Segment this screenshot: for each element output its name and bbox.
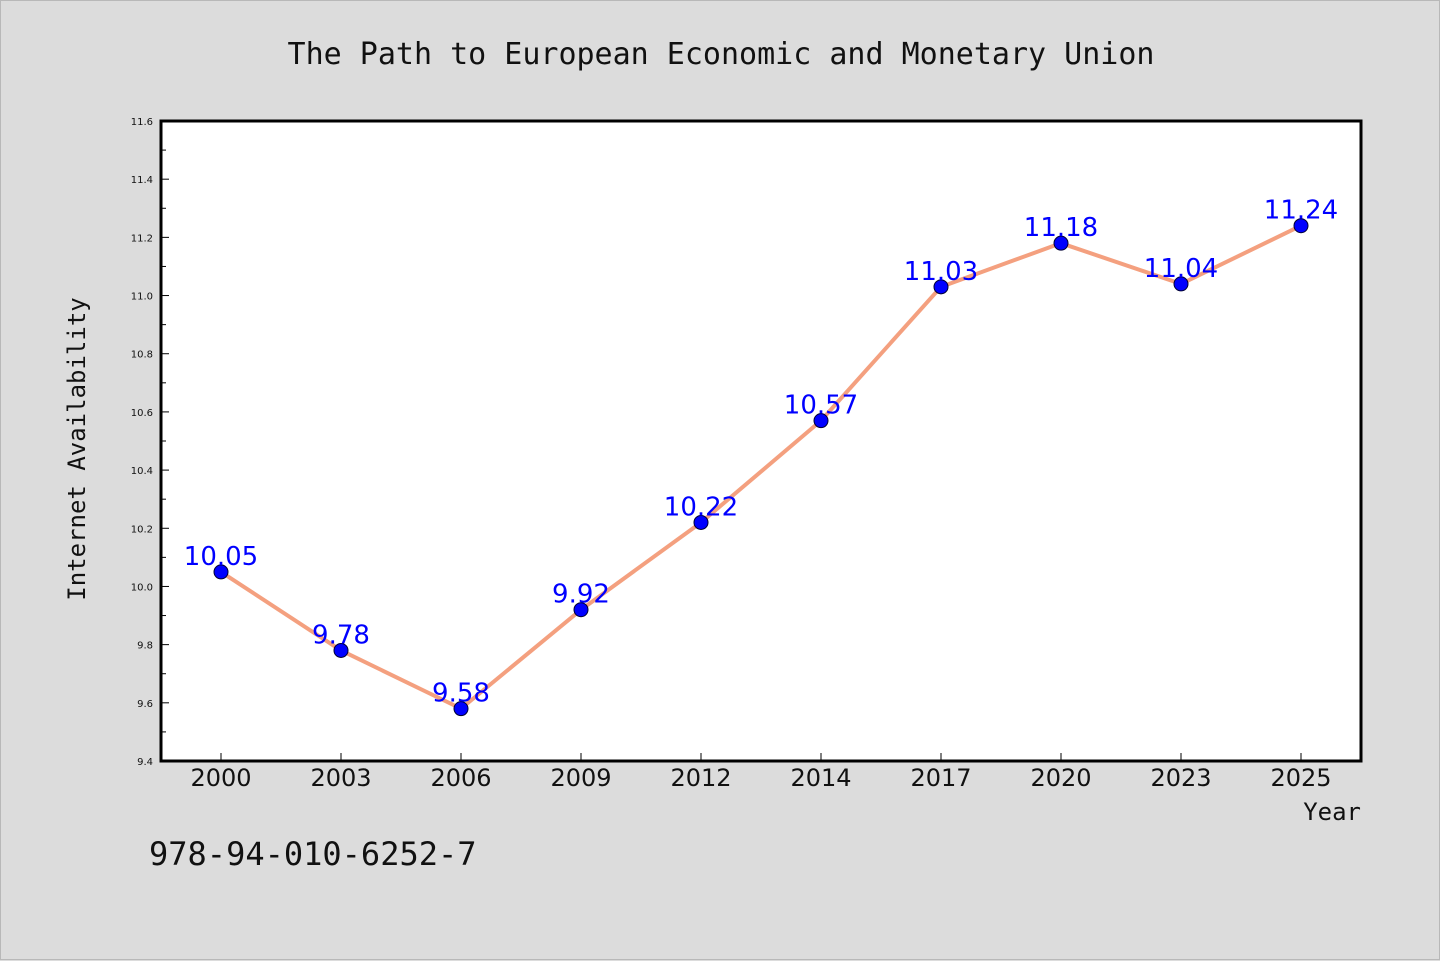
data-labels: 10.05 9.78 9.58 9.92 10.22 10.57 11.03 11.18 11.… bbox=[184, 196, 1338, 709]
y-tick-label: 10.4 bbox=[131, 466, 153, 477]
data-markers bbox=[213, 218, 1309, 717]
data-point bbox=[693, 514, 709, 530]
data-point bbox=[813, 413, 829, 429]
x-tick-label: 2025 bbox=[1270, 764, 1331, 792]
y-axis-label: Internet Availability bbox=[63, 297, 91, 600]
plot-area bbox=[159, 119, 1363, 763]
data-point bbox=[1293, 218, 1309, 234]
y-tick-label: 11.4 bbox=[131, 175, 153, 186]
y-tick-label: 10.2 bbox=[131, 524, 153, 535]
data-value-label: 10.22 bbox=[664, 492, 738, 522]
isbn-annotation: 978-94-010-6252-7 bbox=[149, 835, 477, 873]
y-tick-label: 9.6 bbox=[137, 699, 153, 710]
chart-title: The Path to European Economic and Moneta… bbox=[288, 37, 1155, 72]
y-tick-label: 10.6 bbox=[131, 408, 153, 419]
data-point bbox=[1173, 276, 1189, 292]
y-tick-label: 11.6 bbox=[131, 117, 153, 128]
y-tick-label: 11.2 bbox=[131, 233, 153, 244]
y-tick-label: 11.0 bbox=[131, 292, 153, 303]
x-tick-label: 2009 bbox=[550, 764, 611, 792]
data-value-label: 9.92 bbox=[552, 580, 610, 610]
y-tick-label: 10.8 bbox=[131, 350, 153, 361]
data-value-label: 11.04 bbox=[1144, 254, 1218, 284]
data-value-label: 10.05 bbox=[184, 542, 258, 572]
y-tick-label: 10.0 bbox=[131, 582, 153, 593]
data-value-label: 9.78 bbox=[312, 620, 370, 650]
x-axis-ticks: 2000 2003 2006 2009 2012 2014 2017 2020 2023 2025 bbox=[190, 753, 1332, 792]
x-tick-label: 2006 bbox=[430, 764, 491, 792]
data-point bbox=[213, 564, 229, 580]
x-tick-label: 2012 bbox=[670, 764, 731, 792]
data-value-label: 10.57 bbox=[784, 391, 858, 421]
y-tick-label: 9.4 bbox=[137, 757, 153, 768]
data-value-label: 9.58 bbox=[432, 679, 490, 709]
x-tick-label: 2000 bbox=[190, 764, 251, 792]
series-line bbox=[219, 223, 1303, 711]
y-tick-label: 9.8 bbox=[137, 641, 153, 652]
data-point bbox=[453, 701, 469, 717]
x-tick-label: 2003 bbox=[310, 764, 371, 792]
data-point bbox=[573, 602, 589, 618]
x-tick-label: 2017 bbox=[910, 764, 971, 792]
data-value-label: 11.03 bbox=[904, 257, 978, 287]
data-point bbox=[1053, 235, 1069, 251]
x-tick-label: 2020 bbox=[1030, 764, 1091, 792]
data-value-label: 11.18 bbox=[1024, 213, 1098, 243]
y-axis-ticks: 9.4 9.6 9.8 10.0 10.2 10.4 10.6 10.8 11.0 11.2 11.… bbox=[131, 117, 169, 768]
data-point bbox=[333, 642, 349, 658]
x-axis-label: Year bbox=[1303, 798, 1361, 826]
data-point bbox=[933, 279, 949, 295]
x-tick-label: 2014 bbox=[790, 764, 851, 792]
x-tick-label: 2023 bbox=[1150, 764, 1211, 792]
data-value-label: 11.24 bbox=[1264, 196, 1338, 226]
